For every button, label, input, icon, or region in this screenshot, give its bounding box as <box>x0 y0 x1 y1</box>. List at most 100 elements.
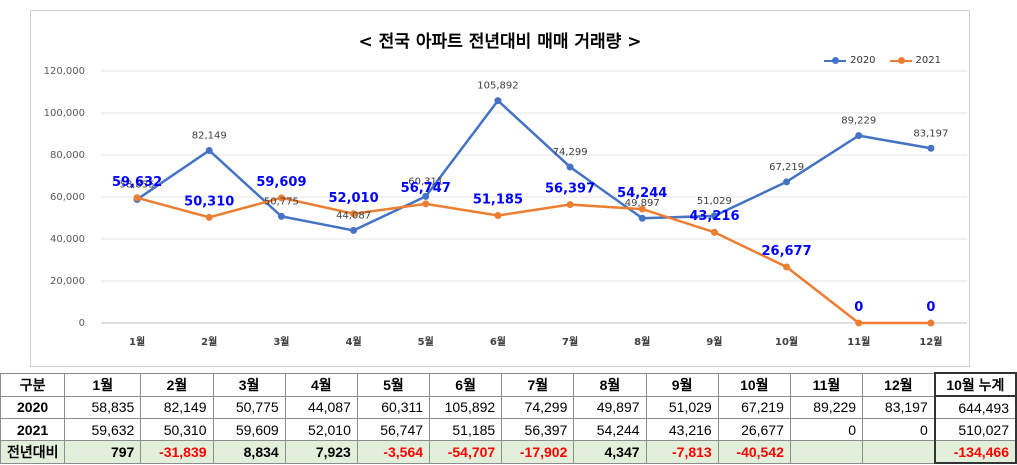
data-label-2021: 54,244 <box>617 186 667 201</box>
y-tick-label: 20,000 <box>50 276 85 287</box>
data-label-2021: 50,310 <box>184 194 234 209</box>
header-cell: 10월 <box>717 372 791 397</box>
data-label-2020: 83,197 <box>913 128 948 139</box>
series-line-2020 <box>136 98 932 232</box>
table-cell: 74,299 <box>501 395 575 419</box>
table-cell: -54,707 <box>429 440 503 464</box>
table-cell: 59,609 <box>212 418 286 441</box>
x-tick-label: 2월 <box>201 336 217 348</box>
series-line-2021 <box>136 196 931 325</box>
table-cell: 49,897 <box>573 395 647 419</box>
header-cell: 12월 <box>862 372 936 397</box>
table-cell: -3,564 <box>356 440 431 464</box>
data-label-2020: 49,897 <box>625 198 660 209</box>
data-label-2020: 60,311 <box>408 176 443 187</box>
table-cell: 0 <box>789 418 864 441</box>
y-tick-label: 60,000 <box>50 192 85 203</box>
data-label-2020: 89,229 <box>841 116 876 127</box>
y-tick-label: 80,000 <box>50 150 85 161</box>
data-label-2020: 58,835 <box>120 179 155 190</box>
data-label-2020: 82,149 <box>192 130 227 141</box>
x-tick-label: 3월 <box>273 336 289 348</box>
y-tick-label: 100,000 <box>44 108 85 119</box>
x-tick-label: 9월 <box>706 336 722 348</box>
data-label-2021: 52,010 <box>328 191 378 206</box>
table-cell: 51,185 <box>429 418 503 441</box>
table-cell: 58,835 <box>64 395 142 419</box>
data-label-2021: 59,609 <box>256 175 306 190</box>
y-tick-label: 0 <box>79 318 85 329</box>
row-label: 2021 <box>0 418 66 441</box>
data-point-2020 <box>783 178 791 186</box>
data-label-2020: 51,029 <box>697 196 732 207</box>
header-cell: 8월 <box>573 372 647 397</box>
data-point-2021 <box>710 228 718 236</box>
data-point-2021 <box>566 201 574 209</box>
data-label-2020: 44,087 <box>336 210 371 221</box>
data-point-2021 <box>638 205 646 213</box>
data-label-2021: 26,677 <box>761 244 811 259</box>
x-tick-label: 4월 <box>345 336 361 348</box>
table-cell: 59,632 <box>64 418 142 441</box>
data-label-2021: 43,216 <box>689 209 739 224</box>
table-row: 2021 59,632 50,310 59,609 52,010 56,747 51,185… <box>0 418 1017 441</box>
table-cell <box>789 440 864 464</box>
legend-label-2021: 2021 <box>915 55 941 66</box>
data-label-2021: 0 <box>926 300 935 315</box>
x-tick-label: 12월 <box>919 336 942 348</box>
data-point-2020 <box>638 214 646 222</box>
header-cell: 2월 <box>140 372 214 397</box>
x-tick-label: 1월 <box>129 336 145 348</box>
table-body: 2020 58,835 82,149 50,775 44,087 60,311 105,89… <box>0 395 1017 464</box>
header-cell: 4월 <box>284 372 358 397</box>
data-label-2021: 0 <box>854 300 863 315</box>
chart-area: 0 20,000 40,000 60,000 80,000 100,000 120,000 1… <box>30 10 970 367</box>
table-cell: 54,244 <box>573 418 647 441</box>
data-label-2020: 67,219 <box>769 162 804 173</box>
header-cell-total: 10월 누계 <box>933 372 1017 397</box>
legend-swatch-2021 <box>889 56 912 64</box>
data-label-2020: 105,892 <box>477 81 518 92</box>
data-point-2021 <box>133 194 141 202</box>
data-point-2020 <box>710 212 718 220</box>
data-point-2020 <box>494 97 502 105</box>
table-cell: 56,747 <box>356 418 431 441</box>
data-point-2021 <box>494 212 502 220</box>
data-label-2020: 50,775 <box>264 196 299 207</box>
data-label-2020: 74,299 <box>553 147 588 158</box>
table-cell: 7,923 <box>284 440 358 464</box>
header-cell: 9월 <box>645 372 719 397</box>
table-cell: 83,197 <box>862 395 936 419</box>
x-tick-label: 5월 <box>418 336 434 348</box>
table-cell: 43,216 <box>645 418 719 441</box>
data-point-2020 <box>350 226 358 234</box>
data-point-2020 <box>277 212 285 220</box>
table-cell: 50,310 <box>140 418 214 441</box>
table-cell: -7,813 <box>645 440 719 464</box>
data-point-2021 <box>927 319 935 327</box>
row-label: 전년대비 <box>0 440 66 464</box>
table-cell: 105,892 <box>429 395 503 419</box>
chart-legend: 2020 2021 <box>824 55 941 66</box>
total-cell: -134,466 <box>933 440 1017 464</box>
table-cell: 797 <box>64 440 142 464</box>
header-cell: 11월 <box>789 372 864 397</box>
x-tick-label: 11월 <box>847 336 870 348</box>
table-cell: 52,010 <box>284 418 358 441</box>
table-row: 2020 58,835 82,149 50,775 44,087 60,311 105,89… <box>0 395 1017 419</box>
data-label-2021: 51,185 <box>473 193 523 208</box>
header-cell: 3월 <box>212 372 286 397</box>
header-cell: 7월 <box>501 372 575 397</box>
data-point-2020 <box>422 192 430 200</box>
data-point-2021 <box>422 200 430 208</box>
table-row: 전년대비 797 -31,839 8,834 7,923 -3,564 -54,707 -17… <box>0 440 1017 464</box>
header-cell: 6월 <box>429 372 503 397</box>
data-point-2021 <box>783 263 791 271</box>
data-table: 구분 1월 2월 3월 4월 5월 6월 7월 8월 9월 10월 11월 12월 10월 누계 2020… <box>0 372 1017 464</box>
table-cell: 4,347 <box>573 440 647 464</box>
table-cell: -40,542 <box>717 440 791 464</box>
legend-item-2021: 2021 <box>889 55 941 66</box>
table-cell: 8,834 <box>212 440 286 464</box>
table-cell: 60,311 <box>356 395 431 419</box>
table-header-row: 구분 1월 2월 3월 4월 5월 6월 7월 8월 9월 10월 11월 12월 10월 누계 <box>0 372 1017 397</box>
